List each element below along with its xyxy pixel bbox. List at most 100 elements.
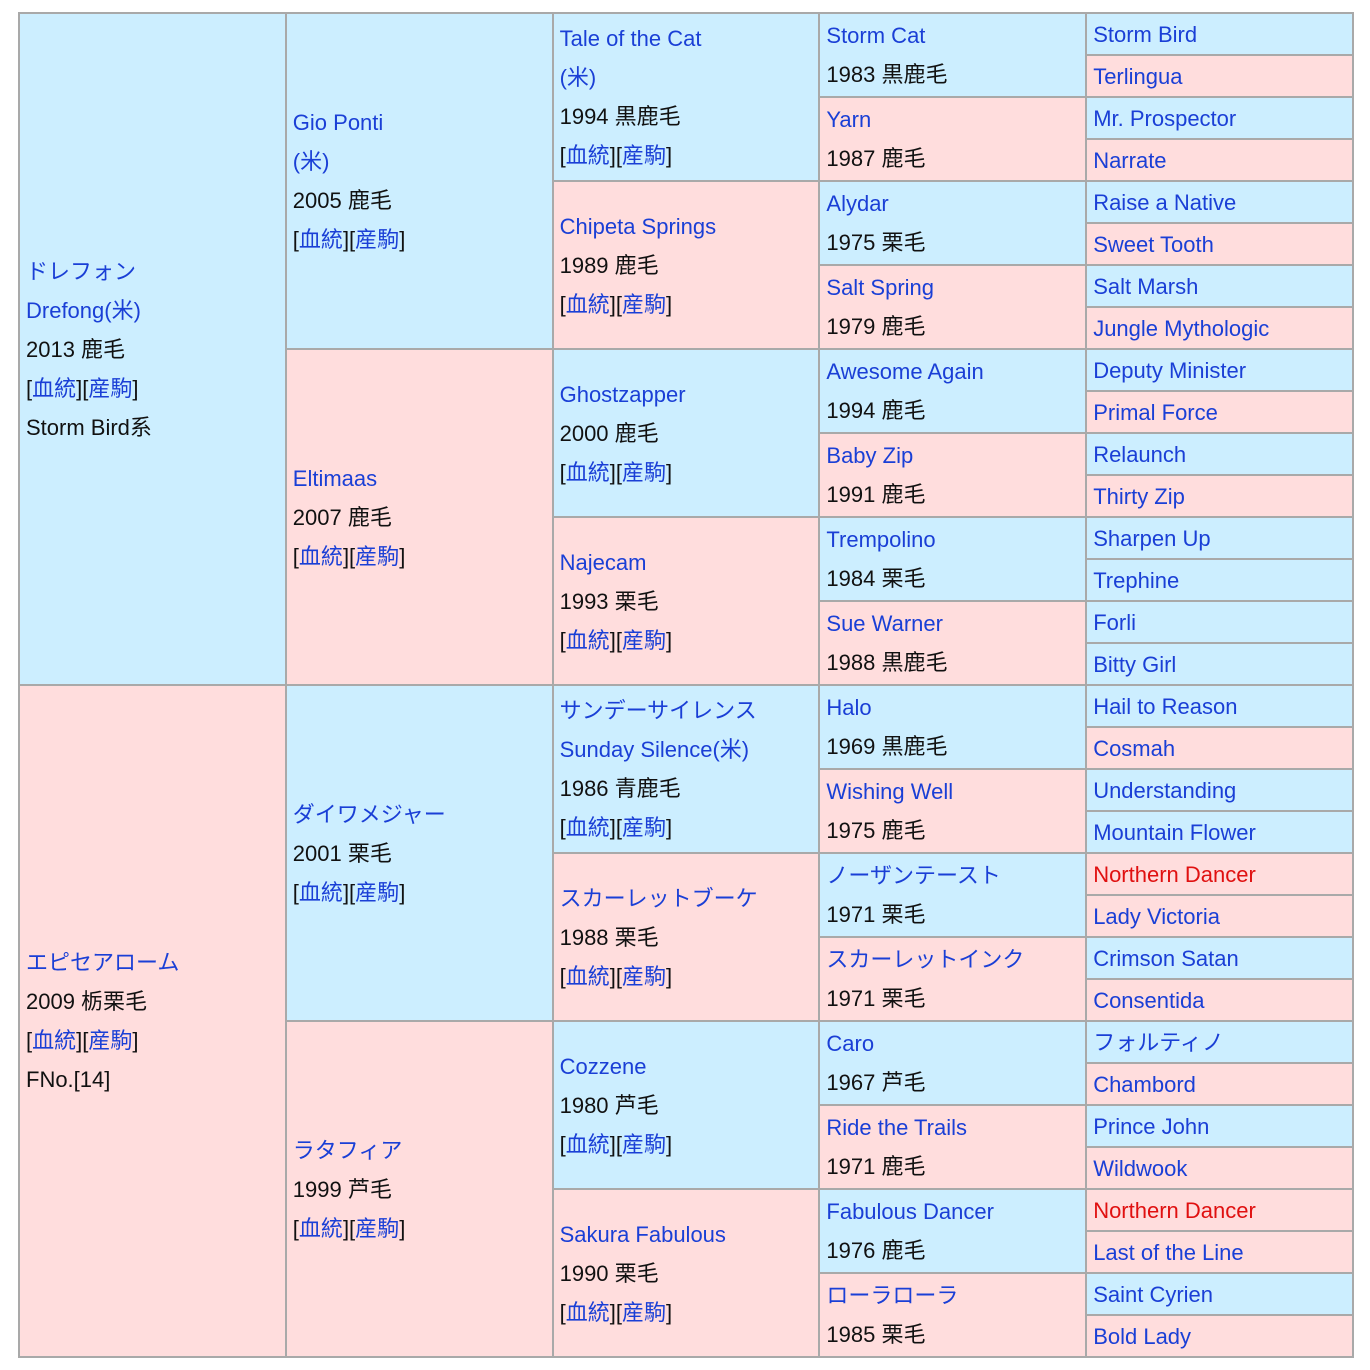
gen5-link-10[interactable]: Primal Force xyxy=(1093,399,1218,425)
pedigree-link[interactable]: 血統 xyxy=(565,1299,610,1325)
gen5-link-5[interactable]: Raise a Native xyxy=(1093,189,1237,215)
dssd-name-link[interactable]: Wishing Well xyxy=(826,779,954,804)
sss-name2-link[interactable]: (米) xyxy=(559,65,597,90)
dsd-year-color: 1988 栗毛 xyxy=(559,924,659,950)
ssdd-name-link[interactable]: Salt Spring xyxy=(826,275,935,300)
gen5-link-11[interactable]: Relaunch xyxy=(1093,441,1187,467)
pedigree-link[interactable]: 血統 xyxy=(565,815,610,840)
sddd-name-link[interactable]: Sue Warner xyxy=(826,611,943,636)
dsds-name-link[interactable]: ノーザンテースト xyxy=(826,863,1001,888)
progeny-link[interactable]: 産駒 xyxy=(621,459,666,485)
dd-name-link[interactable]: ラタフィア xyxy=(292,1137,403,1163)
dsdd-name-link[interactable]: スカーレットインク xyxy=(826,947,1025,972)
dss-name-link[interactable]: サンデーサイレンス xyxy=(559,698,757,723)
ds-name-link[interactable]: ダイワメジャー xyxy=(292,801,446,827)
pedigree-link[interactable]: 血統 xyxy=(32,375,77,401)
dds-name-link[interactable]: Cozzene xyxy=(559,1053,647,1079)
progeny-link[interactable]: 産駒 xyxy=(355,879,400,905)
gen5-link-13[interactable]: Sharpen Up xyxy=(1093,525,1211,551)
gen5-link-19[interactable]: Understanding xyxy=(1093,777,1237,803)
sssd-name-link[interactable]: Yarn xyxy=(826,107,872,132)
ss-name2-link[interactable]: (米) xyxy=(292,149,330,174)
dsss-name-link[interactable]: Halo xyxy=(826,695,872,720)
ssds-name-link[interactable]: Alydar xyxy=(826,191,889,216)
sire-name2-link[interactable]: Drefong(米) xyxy=(26,297,141,323)
pedigree-link[interactable]: 血統 xyxy=(565,963,610,989)
gen5-link-22[interactable]: Lady Victoria xyxy=(1093,903,1220,929)
gen5-link-20[interactable]: Mountain Flower xyxy=(1093,819,1256,845)
sdsd-name-link[interactable]: Baby Zip xyxy=(826,443,914,468)
pedigree-link[interactable]: 血統 xyxy=(298,1215,343,1241)
gen5-link-21[interactable]: Northern Dancer xyxy=(1093,861,1256,887)
gen5-link-30[interactable]: Last of the Line xyxy=(1093,1239,1244,1265)
gen5-link-9[interactable]: Deputy Minister xyxy=(1093,357,1247,383)
ddds-name-link[interactable]: Fabulous Dancer xyxy=(826,1199,994,1224)
progeny-link[interactable]: 産駒 xyxy=(621,815,666,840)
sdd-cell: Najecam 1993 栗毛 [血統][産駒] xyxy=(551,516,821,686)
pedigree-link[interactable]: 血統 xyxy=(32,1028,77,1053)
progeny-link[interactable]: 産駒 xyxy=(88,1028,133,1053)
gen5-link-12[interactable]: Thirty Zip xyxy=(1093,483,1185,509)
gen5-link-28[interactable]: Wildwook xyxy=(1093,1155,1188,1181)
sire-name-link[interactable]: ドレフォン xyxy=(26,258,137,284)
ddss-name-link[interactable]: Caro xyxy=(826,1031,875,1056)
gen5-link-24[interactable]: Consentida xyxy=(1093,987,1205,1013)
dam-name-link[interactable]: エピセアローム xyxy=(26,950,180,975)
dsd-name-link[interactable]: スカーレットブーケ xyxy=(559,885,758,911)
ss-name-link[interactable]: Gio Ponti xyxy=(292,110,384,135)
gen5-link-6[interactable]: Sweet Tooth xyxy=(1093,231,1214,257)
sds-name-link[interactable]: Ghostzapper xyxy=(559,381,686,407)
gen5-link-3[interactable]: Mr. Prospector xyxy=(1093,105,1237,131)
dsds-cell: ノーザンテースト 1971 栗毛 xyxy=(818,852,1088,938)
gen5-link-16[interactable]: Bitty Girl xyxy=(1093,651,1177,677)
sssd-year-color: 1987 鹿毛 xyxy=(826,146,926,171)
sdds-name-link[interactable]: Trempolino xyxy=(826,527,936,552)
gen5-link-29[interactable]: Northern Dancer xyxy=(1093,1197,1256,1223)
gen5-link-14[interactable]: Trephine xyxy=(1093,567,1180,593)
gen5-link-17[interactable]: Hail to Reason xyxy=(1093,693,1238,719)
sss-name-link[interactable]: Tale of the Cat xyxy=(559,26,702,51)
dss-name2-link[interactable]: Sunday Silence(米) xyxy=(559,737,750,762)
dddd-name-link[interactable]: ローラローラ xyxy=(826,1283,959,1308)
progeny-link[interactable]: 産駒 xyxy=(355,1215,400,1241)
progeny-link[interactable]: 産駒 xyxy=(621,963,666,989)
ddd-name-link[interactable]: Sakura Fabulous xyxy=(559,1221,726,1247)
gen5-link-7[interactable]: Salt Marsh xyxy=(1093,273,1199,299)
gen5-link-18[interactable]: Cosmah xyxy=(1093,735,1176,761)
ssss-name-link[interactable]: Storm Cat xyxy=(826,23,926,48)
gen5-link-4[interactable]: Narrate xyxy=(1093,147,1167,173)
progeny-link[interactable]: 産駒 xyxy=(355,227,400,252)
progeny-link[interactable]: 産駒 xyxy=(621,291,666,317)
progeny-link[interactable]: 産駒 xyxy=(621,143,666,168)
pedigree-link[interactable]: 血統 xyxy=(298,543,343,569)
gen5-link-32[interactable]: Bold Lady xyxy=(1093,1323,1192,1349)
pedigree-link[interactable]: 血統 xyxy=(298,879,343,905)
pedigree-link[interactable]: 血統 xyxy=(565,1131,610,1157)
gen5-cell-23: Crimson Satan xyxy=(1085,936,1354,980)
progeny-link[interactable]: 産駒 xyxy=(355,543,400,569)
progeny-link[interactable]: 産駒 xyxy=(621,627,666,653)
gen5-link-2[interactable]: Terlingua xyxy=(1093,63,1183,89)
progeny-link[interactable]: 産駒 xyxy=(621,1299,666,1325)
sdss-name-link[interactable]: Awesome Again xyxy=(826,359,984,384)
sdd-name-link[interactable]: Najecam xyxy=(559,549,647,575)
pedigree-link[interactable]: 血統 xyxy=(565,459,610,485)
progeny-link[interactable]: 産駒 xyxy=(621,1131,666,1157)
pedigree-link[interactable]: 血統 xyxy=(298,227,343,252)
pedigree-link[interactable]: 血統 xyxy=(565,291,610,317)
gen5-link-15[interactable]: Forli xyxy=(1093,609,1136,635)
gen5-link-31[interactable]: Saint Cyrien xyxy=(1093,1281,1214,1307)
gen5-link-25[interactable]: フォルティノ xyxy=(1093,1029,1224,1055)
gen5-link-23[interactable]: Crimson Satan xyxy=(1093,945,1239,971)
gen5-link-1[interactable]: Storm Bird xyxy=(1093,21,1198,47)
ssd-name-link[interactable]: Chipeta Springs xyxy=(559,213,717,239)
ddsd-name-link[interactable]: Ride the Trails xyxy=(826,1115,968,1140)
progeny-link[interactable]: 産駒 xyxy=(88,375,133,401)
gen5-link-26[interactable]: Chambord xyxy=(1093,1071,1196,1097)
ddds-cell: Fabulous Dancer 1976 鹿毛 xyxy=(818,1188,1088,1274)
gen5-link-8[interactable]: Jungle Mythologic xyxy=(1093,315,1270,341)
gen5-link-27[interactable]: Prince John xyxy=(1093,1113,1210,1139)
pedigree-link[interactable]: 血統 xyxy=(565,143,610,168)
sd-name-link[interactable]: Eltimaas xyxy=(292,465,378,491)
pedigree-link[interactable]: 血統 xyxy=(565,627,610,653)
